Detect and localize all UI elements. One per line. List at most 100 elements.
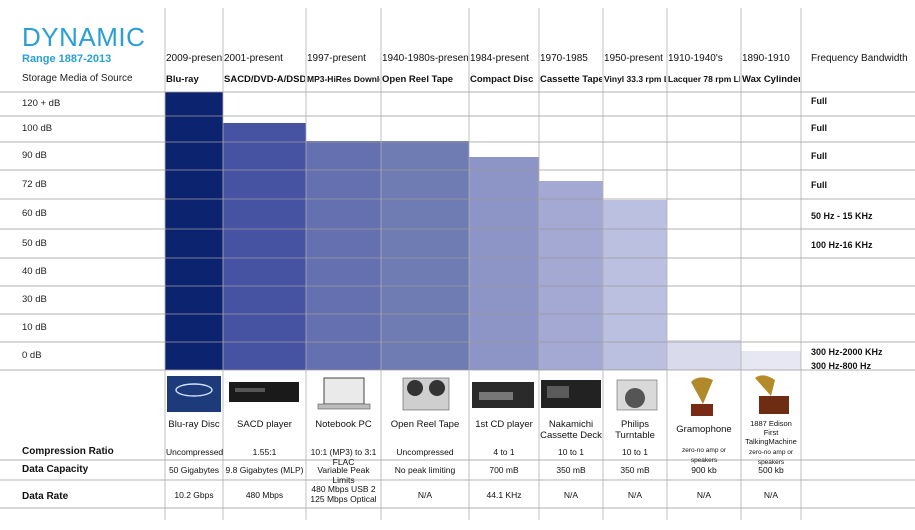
bar-4 (381, 141, 469, 370)
edison-horn-icon (755, 375, 775, 396)
table-cell: 350 mB (620, 465, 650, 475)
y-tick-label: 120 + dB (22, 98, 61, 109)
device-image (229, 382, 299, 402)
table-cell: N/A (763, 490, 779, 500)
device-name: Open Reel Tape (390, 419, 460, 430)
table-cell: 9.8 Gigabytes (MLP) (225, 465, 304, 475)
device-image (472, 382, 534, 408)
table-cell: N/A (563, 490, 579, 500)
bar-2 (223, 123, 306, 370)
y-tick-label: 30 dB (22, 294, 47, 305)
disc-tray-icon (235, 388, 265, 392)
device-image (616, 379, 658, 411)
table-cell: 44.1 KHz (486, 490, 522, 500)
table-cell: 4 to 1 (493, 447, 515, 457)
bandwidth-value: 300 Hz-800 Hz (811, 361, 872, 371)
row-label-capacity: Data Capacity (22, 464, 89, 475)
device-name: Blu-ray Disc (168, 419, 220, 430)
device-image (755, 375, 789, 414)
media-label: Open Reel Tape (382, 74, 454, 85)
bandwidth-value: 50 Hz - 15 KHz (811, 211, 873, 221)
era-label: 1970-1985 (540, 53, 588, 64)
bandwidth-value: Full (811, 123, 827, 133)
storage-media-label: Storage Media of Source (22, 73, 133, 84)
media-label: Vinyl 33.3 rpm LPs (604, 74, 666, 84)
media-label: Wax Cylinder (742, 74, 800, 85)
table-cell: N/A (417, 490, 433, 500)
era-label: 1890-1910 (742, 53, 790, 64)
device-name: 1887 Edison First TalkingMachine (745, 419, 797, 446)
media-label: MP3-HiRes Download (307, 74, 380, 84)
gramophone-horn-icon (691, 377, 713, 404)
table-cell: N/A (627, 490, 643, 500)
cd-tray-icon (479, 392, 513, 400)
device-name: 1st CD player (475, 419, 533, 430)
row-label-compression: Compression Ratio (22, 446, 114, 457)
era-label: 1940-1980s-present (382, 53, 468, 64)
table-cell: 50 Gigabytes (168, 465, 220, 475)
device-image (402, 377, 450, 411)
table-cell: 10.2 Gbps (174, 490, 214, 500)
reel-right-icon (429, 380, 445, 396)
gramophone-base-icon (691, 404, 713, 416)
device-image (691, 377, 713, 416)
table-cell: zero-no amp or speakers (681, 447, 727, 464)
table-cell: N/A (696, 490, 712, 500)
media-label: SACD/DVD-A/DSD (224, 74, 305, 85)
y-tick-label: 100 dB (22, 123, 53, 134)
era-label: 2001-present (224, 53, 283, 64)
device-image (167, 376, 221, 412)
laptop-screen-icon (323, 377, 365, 405)
table-cell: 10:1 (MP3) to 3:1 FLAC (310, 447, 377, 467)
bar-8 (667, 340, 741, 370)
era-label: 2009-present (166, 53, 222, 64)
table-cell: 500 kb (758, 465, 784, 475)
bluray-icon (167, 376, 221, 412)
media-label: Compact Disc (470, 74, 534, 85)
y-tick-label: 10 dB (22, 322, 47, 333)
table-cell: No peak limiting (394, 465, 456, 475)
bar-9 (741, 351, 801, 370)
device-name: Notebook PC (315, 419, 372, 430)
device-name: Gramophone (676, 424, 732, 435)
y-tick-label: 50 dB (22, 237, 47, 249)
bandwidth-header: Frequency Bandwidth (811, 53, 908, 64)
era-label: 1910-1940's (668, 53, 723, 64)
device-image (317, 377, 371, 410)
table-cell: 10 to 1 (622, 447, 648, 457)
bandwidth-value: 100 Hz-16 KHz (811, 240, 873, 250)
bar-5 (469, 157, 539, 370)
device-name: Philips Turntable (615, 419, 655, 441)
media-label: Cassette Tape (540, 74, 602, 85)
table-cell: 10 to 1 (558, 447, 584, 457)
device-image (541, 380, 601, 408)
reel-left-icon (407, 380, 423, 396)
cassette-window-icon (547, 386, 569, 398)
media-label: Lacquer 78 rpm LPs (668, 74, 740, 84)
era-label: 1997-present (307, 53, 366, 64)
y-tick-label: 90 dB (22, 150, 47, 161)
y-tick-label: 40 dB (22, 266, 47, 277)
row-label-rate: Data Rate (22, 491, 69, 502)
table-cell: 900 kb (691, 465, 717, 475)
edison-base-icon (759, 396, 789, 414)
bluray-disc-icon (175, 383, 213, 397)
bar-6 (539, 181, 603, 370)
table-cell: Variable Peak Limits (317, 465, 370, 485)
y-tick-label: 72 dB (22, 178, 47, 190)
bandwidth-value: 300 Hz-2000 KHz (811, 347, 883, 357)
chart-title: DYNAMIC (22, 22, 146, 52)
media-label: Blu-ray (166, 74, 199, 85)
table-cell: Uncompressed (166, 447, 224, 457)
era-label: 1984-present (470, 53, 529, 64)
chart-subtitle: Range 1887-2013 (22, 53, 112, 65)
bar-1 (165, 92, 223, 370)
bandwidth-value: Full (811, 96, 827, 106)
table-cell: 480 Mbps USB 2 125 Mbps Optical (310, 484, 377, 504)
laptop-base-icon (317, 403, 371, 410)
device-name: Nakamichi Cassette Deck (540, 419, 602, 441)
table-cell: 480 Mbps (245, 490, 284, 500)
bandwidth-value: Full (811, 180, 827, 190)
